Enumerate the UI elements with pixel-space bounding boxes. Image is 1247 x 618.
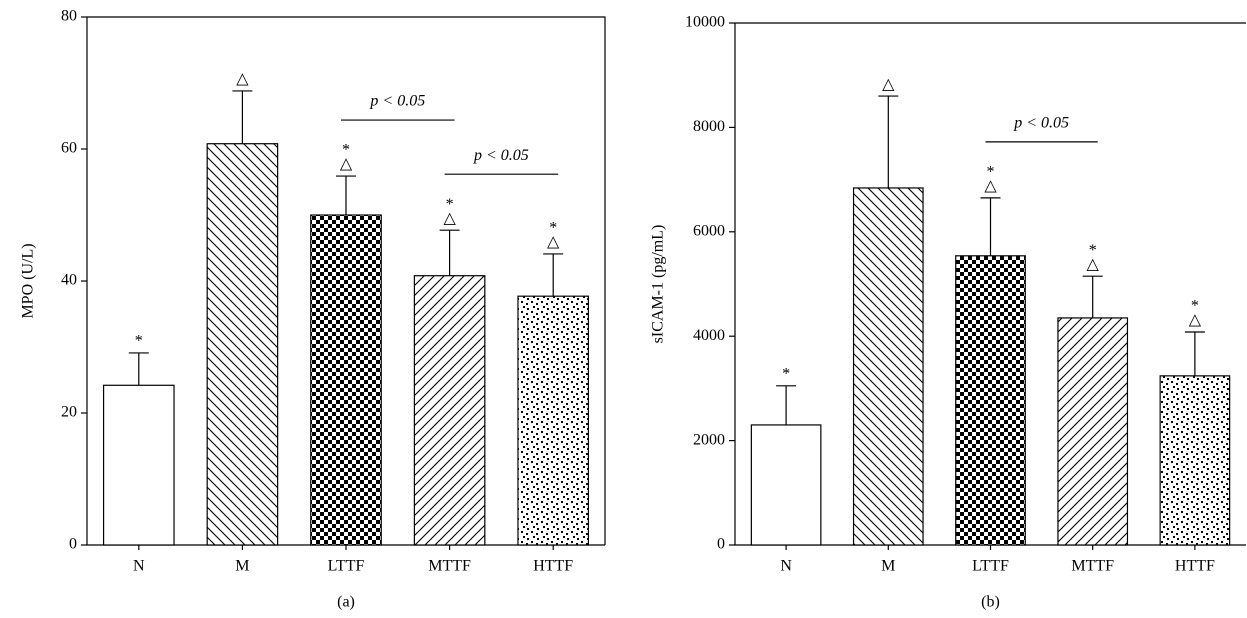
y-tick-label: 4000: [693, 327, 725, 344]
bar: [955, 255, 1026, 546]
y-axis-label: MPO (U/L): [20, 243, 37, 318]
significance-marker: *: [446, 196, 454, 213]
significance-marker: △: [1087, 256, 1100, 273]
bar: [517, 295, 590, 546]
y-tick-label: 60: [61, 140, 77, 157]
significance-marker: *: [1089, 242, 1097, 259]
y-tick-label: 8000: [693, 118, 725, 135]
y-tick-label: 40: [61, 272, 77, 289]
y-axis-label: sICAM-1 (pg/mL): [650, 225, 667, 344]
bar: [206, 143, 279, 546]
x-tick-label: LTTF: [328, 558, 365, 575]
comparison-label: p < 0.05: [473, 147, 529, 164]
error-bar: [336, 175, 356, 215]
comparison-label: p < 0.05: [1013, 115, 1069, 132]
bar: [852, 187, 924, 546]
significance-marker: △: [882, 76, 895, 93]
y-tick-label: 80: [61, 8, 77, 25]
error-bar: [128, 352, 149, 386]
panel-label: (b): [981, 594, 1000, 611]
comparison-label: p < 0.05: [369, 93, 425, 110]
x-tick-label: MTTF: [428, 558, 471, 575]
bar: [1159, 375, 1231, 546]
bar: [310, 214, 382, 546]
y-tick-label: 2000: [693, 431, 725, 448]
significance-marker: △: [443, 210, 456, 227]
x-tick-label: N: [780, 558, 792, 575]
significance-marker: *: [135, 333, 143, 350]
significance-marker: *: [549, 220, 557, 237]
error-bar: [439, 229, 460, 276]
panel-label: (a): [337, 594, 355, 611]
y-tick-label: 10000: [685, 14, 725, 31]
error-bar: [232, 90, 253, 144]
significance-marker: △: [340, 156, 353, 173]
x-tick-label: LTTF: [972, 558, 1009, 575]
significance-marker: *: [1191, 298, 1199, 315]
y-tick-label: 6000: [693, 222, 725, 239]
error-bar: [878, 95, 899, 188]
error-bar: [543, 253, 564, 297]
x-tick-label: MTTF: [1071, 558, 1114, 575]
significance-marker: △: [547, 234, 560, 251]
x-tick-label: M: [881, 558, 895, 575]
error-bar: [1082, 275, 1103, 318]
significance-marker: *: [342, 142, 350, 159]
significance-marker: *: [782, 365, 790, 382]
significance-marker: △: [984, 178, 997, 195]
y-tick-label: 0: [717, 536, 725, 553]
significance-marker: △: [236, 71, 249, 88]
x-tick-label: N: [133, 558, 145, 575]
error-bar: [1184, 331, 1205, 376]
bar: [1057, 317, 1129, 546]
bar: [750, 424, 822, 546]
significance-marker: △: [1189, 312, 1202, 329]
error-bar: [776, 385, 797, 425]
bar: [413, 275, 486, 546]
x-tick-label: M: [235, 558, 249, 575]
significance-marker: *: [987, 164, 995, 181]
error-bar: [980, 197, 1001, 256]
bar: [102, 384, 175, 546]
x-tick-label: HTTF: [533, 558, 573, 575]
x-tick-label: HTTF: [1175, 558, 1215, 575]
y-tick-label: 20: [61, 404, 77, 421]
y-tick-label: 0: [69, 536, 77, 553]
